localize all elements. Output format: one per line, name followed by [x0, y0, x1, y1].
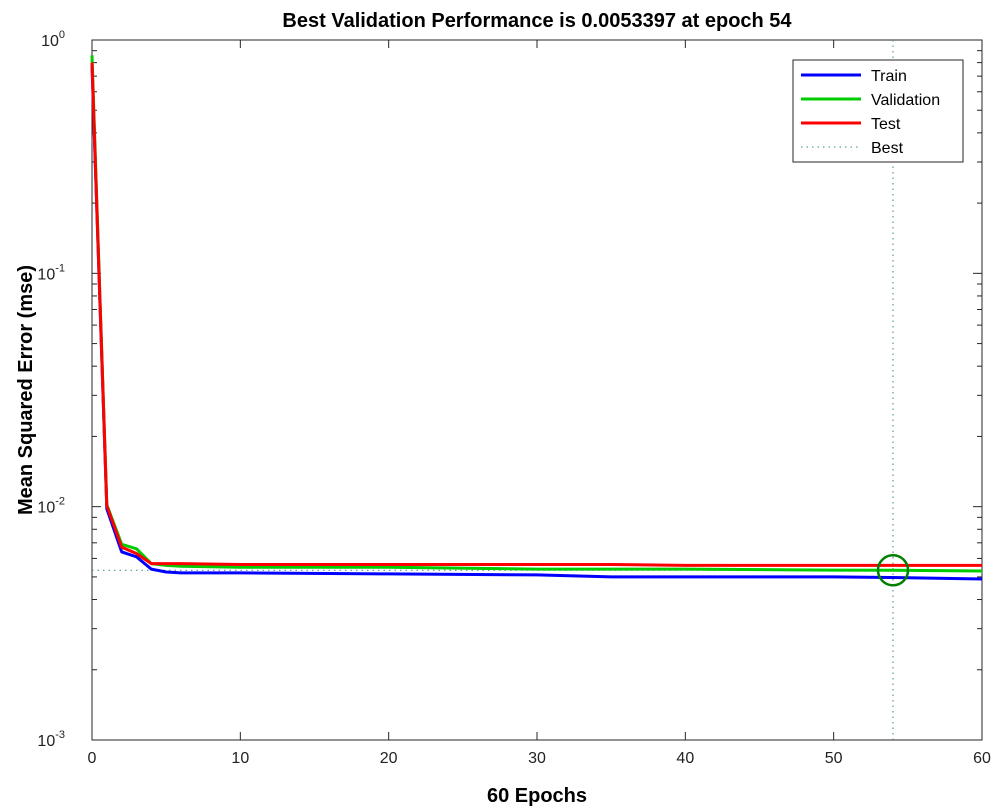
y-tick-label: 10-1 — [37, 262, 65, 283]
plot-area: 0 10 20 30 40 50 60 100 10-1 10-2 10-3 — [37, 29, 991, 767]
y-axis-label: Mean Squared Error (mse) — [15, 265, 37, 515]
x-tick-label: 40 — [676, 750, 694, 767]
y-tick-label: 10-2 — [37, 496, 65, 517]
x-tick-label: 20 — [380, 750, 398, 767]
y-tick-label: 100 — [41, 29, 65, 50]
y-tick-label: 10-3 — [37, 729, 65, 750]
series-line-train — [90, 65, 983, 581]
x-axis-label: 60 Epochs — [487, 785, 587, 807]
x-tick-label: 30 — [528, 750, 546, 767]
x-tick-label: 10 — [231, 750, 249, 767]
legend-label-best: Best — [871, 140, 904, 157]
legend-label-validation: Validation — [871, 92, 940, 109]
best-marker — [876, 553, 910, 587]
x-tick-label: 50 — [825, 750, 843, 767]
x-tick-label: 0 — [88, 750, 97, 767]
legend-label-test: Test — [871, 116, 901, 133]
x-tick-label: 60 — [973, 750, 991, 767]
chart-title: Best Validation Performance is 0.0053397… — [282, 10, 792, 32]
legend-label-train: Train — [871, 68, 907, 85]
series-line-test — [90, 62, 982, 567]
legend: Train Validation Test Best — [792, 59, 964, 163]
legend-box — [792, 59, 964, 163]
series-line-validation — [90, 55, 983, 573]
